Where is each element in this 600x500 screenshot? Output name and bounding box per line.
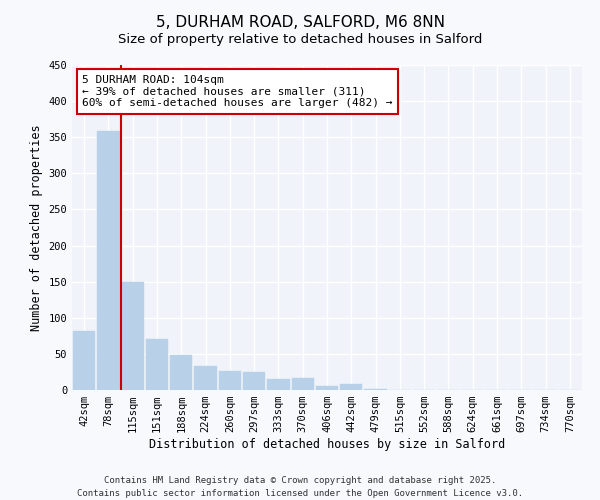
Bar — [146, 338, 168, 390]
Y-axis label: Number of detached properties: Number of detached properties — [30, 124, 43, 331]
Bar — [97, 132, 119, 390]
Bar — [316, 386, 338, 390]
Bar — [170, 354, 193, 390]
Text: Size of property relative to detached houses in Salford: Size of property relative to detached ho… — [118, 32, 482, 46]
X-axis label: Distribution of detached houses by size in Salford: Distribution of detached houses by size … — [149, 438, 505, 451]
Bar — [194, 366, 217, 390]
Text: 5 DURHAM ROAD: 104sqm
← 39% of detached houses are smaller (311)
60% of semi-det: 5 DURHAM ROAD: 104sqm ← 39% of detached … — [82, 74, 392, 108]
Bar — [267, 379, 290, 390]
Bar — [122, 282, 144, 390]
Bar — [243, 372, 265, 390]
Text: Contains HM Land Registry data © Crown copyright and database right 2025.
Contai: Contains HM Land Registry data © Crown c… — [77, 476, 523, 498]
Text: 5, DURHAM ROAD, SALFORD, M6 8NN: 5, DURHAM ROAD, SALFORD, M6 8NN — [155, 15, 445, 30]
Bar — [218, 371, 241, 390]
Bar — [73, 331, 95, 390]
Bar — [340, 384, 362, 390]
Bar — [292, 378, 314, 390]
